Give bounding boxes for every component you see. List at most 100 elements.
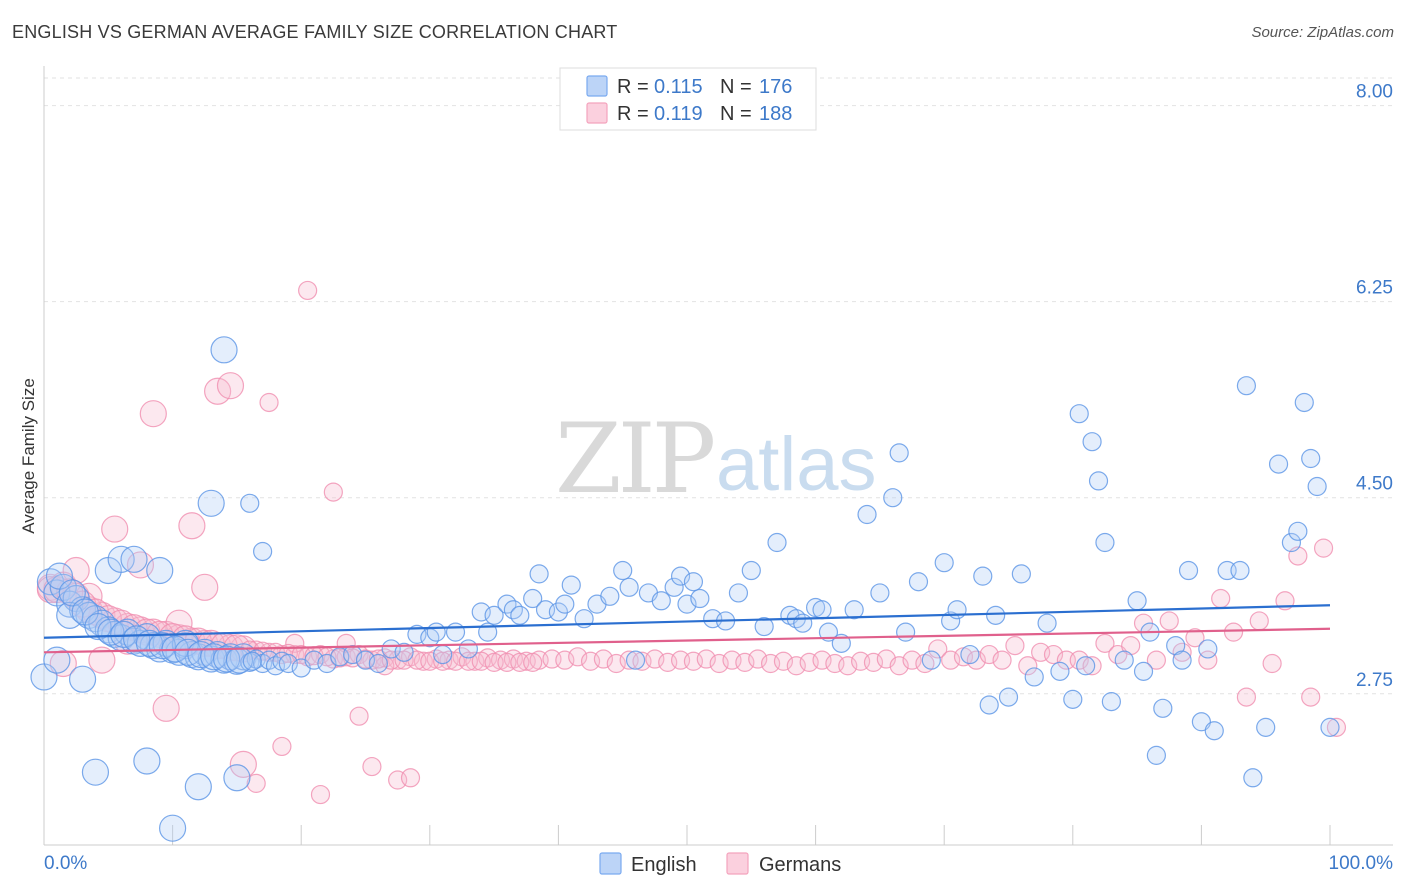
english-point [278,653,298,674]
english-point [43,646,71,674]
y-tick-label: 8.00 [1356,82,1393,103]
germans-point [229,750,257,778]
english-point [625,650,646,670]
germans-point [1005,635,1025,656]
english-point [613,560,633,581]
y-tick-label: 2.75 [1356,670,1393,691]
english-point [921,650,941,670]
english-point [1301,448,1321,469]
germans-point [1301,687,1321,707]
english-point [529,564,549,584]
english-point [1288,521,1308,541]
legend-swatch-english [586,75,608,97]
germans-point [216,372,245,400]
grid-lines [44,77,1393,695]
english-point [523,588,543,609]
english-point [159,814,187,842]
germans-point [400,768,421,788]
english-point [1256,717,1276,737]
english-point [1076,656,1096,676]
english-point [68,665,97,693]
english-point [896,622,916,642]
english-point [870,583,890,603]
english-point [857,504,877,525]
english-point [619,577,639,597]
legend-n-label: N = [720,76,752,98]
watermark-zip: ZIP [555,403,714,515]
english-point [651,591,671,611]
legend-r-value-germans: 0.119 [654,103,703,125]
english-point [767,532,787,553]
english-point [986,605,1006,625]
germans-point [139,400,167,428]
english-point [1127,591,1147,611]
english-point [1101,692,1121,712]
english-point [548,602,569,622]
germans-points [36,280,1347,805]
english-point [1307,476,1327,497]
germans-point [88,646,116,674]
english-point [1198,639,1218,659]
data-points [30,280,1347,842]
english-point [683,572,704,592]
english-point [458,639,478,659]
english-point [484,605,504,625]
english-point [908,572,929,592]
legend-r-label: R = [617,103,649,125]
legend-r-value-english: 0.115 [654,76,703,98]
germans-point [1211,588,1231,609]
germans-point [1095,633,1115,653]
germans-point [259,392,279,413]
legend-entry-germans: R = 0.119 N = 188 [586,102,792,125]
series-swatch-english [599,852,622,875]
english-point [741,560,761,581]
germans-point [773,651,794,671]
legend: R = 0.115 N = 176 R = 0.119 N = 188 [559,67,817,131]
germans-point [1082,656,1102,676]
y-tick-label: 6.25 [1356,278,1393,299]
germans-point [1223,622,1244,642]
english-point [812,600,832,620]
english-point [1050,661,1070,681]
english-point [1146,745,1166,765]
germans-point [1198,650,1218,670]
english-point [120,545,148,573]
legend-swatch-germans [586,102,608,124]
germans-point [928,639,948,659]
english-point [998,687,1019,707]
english-point [664,577,684,597]
germans-point [838,656,858,676]
english-point [1037,613,1057,633]
english-point [84,612,112,641]
english-point [81,758,110,786]
english-point [600,586,620,606]
germans-point [101,515,129,543]
english-point [793,613,813,633]
germans-point [246,773,266,793]
x-tick-label-max: 100.0% [1329,853,1394,874]
english-point [947,600,967,620]
germans-point [323,482,343,502]
series-name-germans: Germans [759,854,841,876]
english-point [1268,454,1289,474]
english-point [242,651,262,671]
english-point [1063,689,1083,709]
english-point [433,644,453,665]
english-point [510,605,530,625]
english-point [1095,532,1115,553]
germans-point [992,650,1012,670]
english-point [197,489,225,517]
germans-point [178,512,206,540]
series-swatch-germans [726,852,749,875]
english-point [1153,698,1173,718]
english-point [184,773,212,801]
english-point [889,443,909,463]
english-point [1133,661,1154,681]
english-point [225,646,254,674]
english-point [1024,667,1044,687]
trend-lines [43,604,1331,654]
germans-point [748,649,768,669]
legend-n-value-germans: 188 [759,103,792,125]
english-point [58,579,86,607]
